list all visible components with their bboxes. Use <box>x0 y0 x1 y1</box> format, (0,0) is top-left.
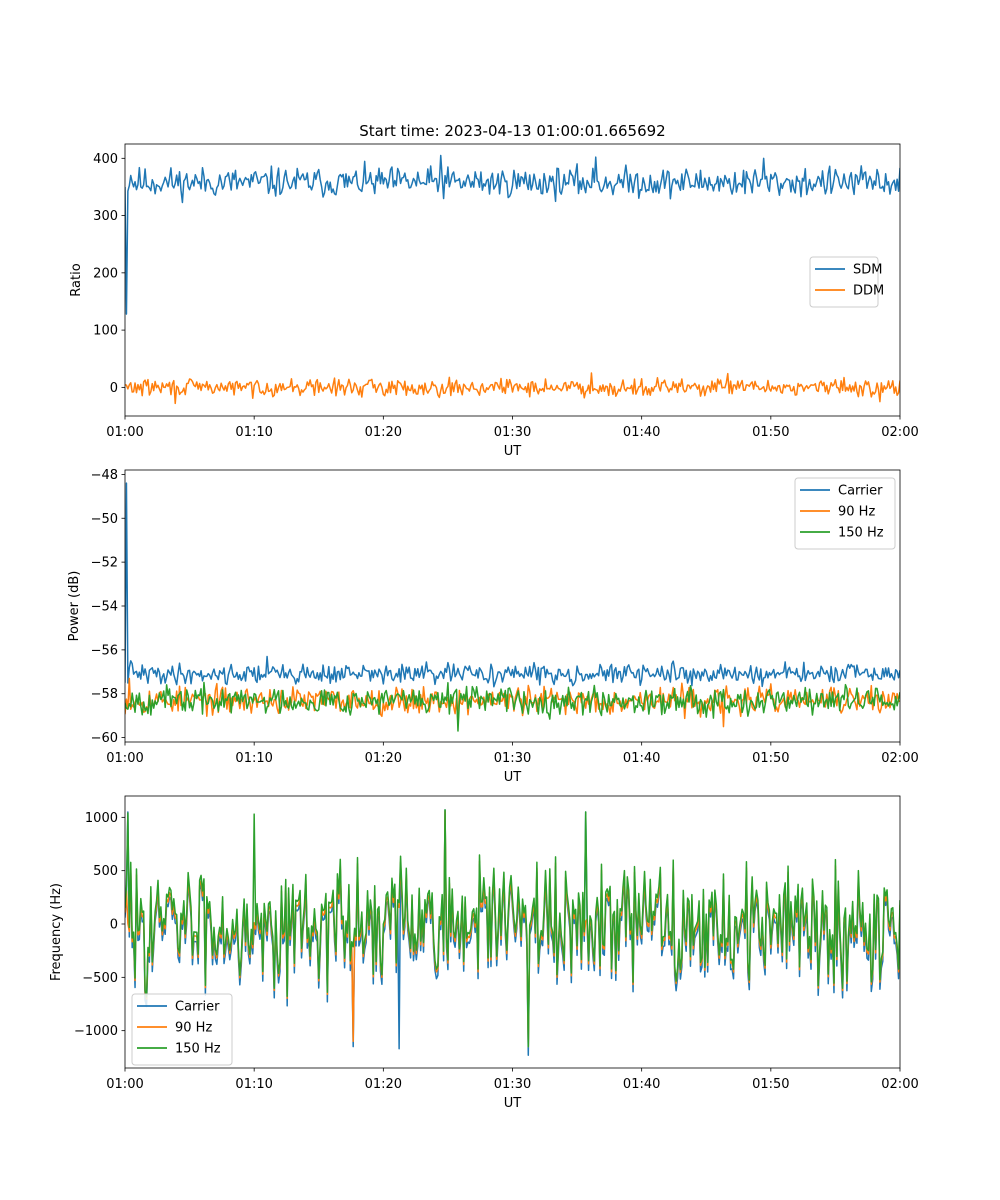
y-tick-label: 200 <box>93 266 118 281</box>
legend-label: 90 Hz <box>175 1021 212 1036</box>
y-tick-label: −60 <box>91 731 118 746</box>
y-tick-label: 400 <box>93 152 118 167</box>
y-axis-label: Ratio <box>69 263 84 296</box>
y-tick-label: 300 <box>93 209 118 224</box>
x-tick-label: 01:20 <box>365 1077 402 1092</box>
x-tick-label: 01:40 <box>623 751 660 766</box>
x-tick-label: 01:50 <box>752 751 789 766</box>
x-tick-label: 01:50 <box>752 1077 789 1092</box>
x-tick-label: 02:00 <box>881 1077 918 1092</box>
plot-area <box>125 809 900 1056</box>
legend: SDM DDM <box>809 256 884 308</box>
legend-label: 150 Hz <box>838 526 884 541</box>
legend-label: 150 Hz <box>175 1042 221 1057</box>
legend-label: DDM <box>853 284 884 299</box>
x-tick-label: 02:00 <box>881 751 918 766</box>
y-tick-label: 500 <box>93 864 118 879</box>
x-tick-label: 01:50 <box>752 425 789 440</box>
x-axis-label: UT <box>504 444 522 459</box>
x-tick-label: 01:40 <box>623 1077 660 1092</box>
y-tick-label: −56 <box>91 643 118 658</box>
legend-label: 90 Hz <box>838 505 875 520</box>
legend-label: Carrier <box>175 1000 220 1015</box>
plot-area <box>125 154 900 405</box>
series-line-carrier <box>125 482 900 688</box>
x-tick-label: 01:10 <box>235 751 272 766</box>
subplot-3: 01:00 01:10 01:20 01:30 01:40 01:50 02:00 1000 5… <box>49 795 919 1111</box>
x-tick-label: 01:30 <box>494 1077 531 1092</box>
y-tick-label: −54 <box>91 600 118 615</box>
y-tick-label: 0 <box>110 918 118 933</box>
y-tick-label: −500 <box>82 971 118 986</box>
y-tick-label: −50 <box>91 512 118 527</box>
x-tick-label: 01:10 <box>235 425 272 440</box>
legend-label: Carrier <box>838 484 883 499</box>
series-line-150-hz <box>125 681 900 732</box>
x-tick-label: 01:00 <box>106 1077 143 1092</box>
x-tick-label: 01:00 <box>106 425 143 440</box>
x-axis-label: UT <box>504 770 522 785</box>
x-tick-label: 01:30 <box>494 751 531 766</box>
series-line-sdm <box>125 154 900 315</box>
legend: Carrier 90 Hz 150 Hz <box>131 993 233 1066</box>
x-axis-label: UT <box>504 1096 522 1111</box>
x-tick-label: 01:20 <box>365 751 402 766</box>
x-tick-label: 01:40 <box>623 425 660 440</box>
y-axis-label: Power (dB) <box>67 571 82 642</box>
legend-label: SDM <box>853 263 882 278</box>
x-tick-label: 02:00 <box>881 425 918 440</box>
series-line-150-hz <box>125 809 900 1048</box>
plot-area <box>125 482 900 732</box>
y-tick-label: 1000 <box>85 811 118 826</box>
x-tick-label: 01:20 <box>365 425 402 440</box>
y-tick-label: −58 <box>91 687 118 702</box>
chart-title: Start time: 2023-04-13 01:00:01.665692 <box>359 122 665 140</box>
y-tick-label: −52 <box>91 556 118 571</box>
y-tick-label: 100 <box>93 324 118 339</box>
y-tick-label: −1000 <box>74 1024 118 1039</box>
legend: Carrier 90 Hz 150 Hz <box>794 477 896 550</box>
x-tick-label: 01:00 <box>106 751 143 766</box>
x-tick-label: 01:30 <box>494 425 531 440</box>
subplot-2: 01:00 01:10 01:20 01:30 01:40 01:50 02:00 −48 −5… <box>67 468 919 785</box>
series-line-ddm <box>125 372 900 405</box>
x-tick-label: 01:10 <box>235 1077 272 1092</box>
subplot-1: 01:00 01:10 01:20 01:30 01:40 01:50 02:00 400 30… <box>69 122 919 459</box>
y-axis-label: Frequency (Hz) <box>49 883 64 981</box>
y-tick-label: 0 <box>110 381 118 396</box>
y-tick-label: −48 <box>91 468 118 483</box>
